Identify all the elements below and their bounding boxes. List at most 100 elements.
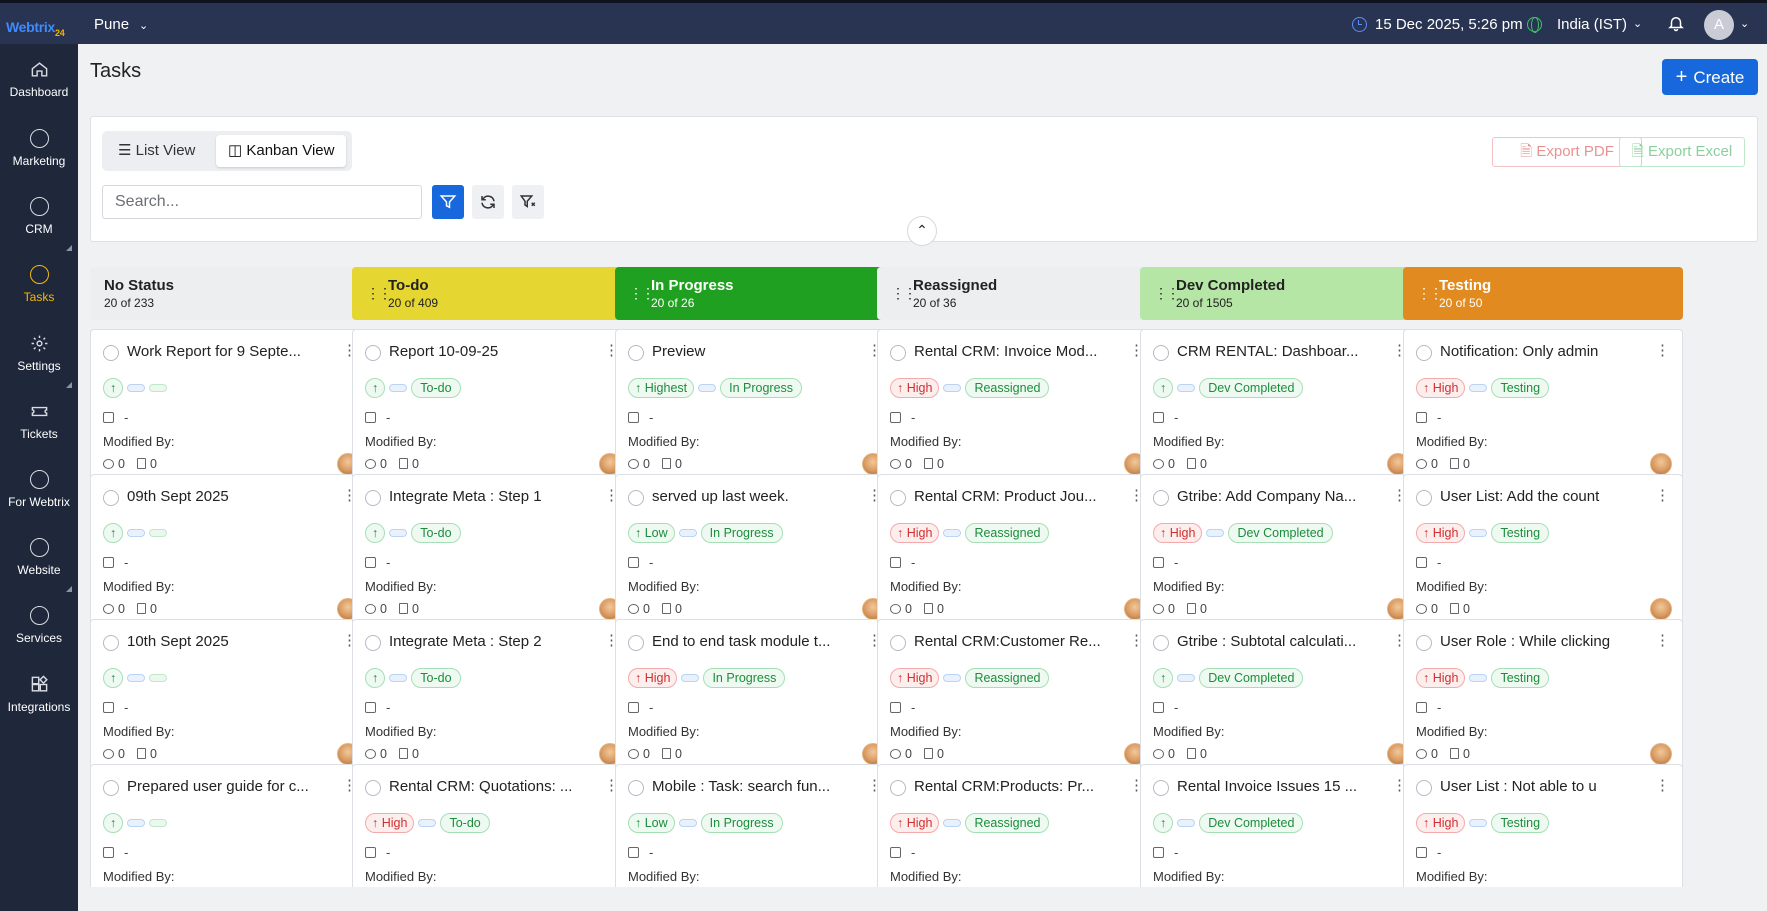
assignee-avatar[interactable] [1650,743,1672,765]
filter-button[interactable] [432,185,464,219]
sidebar-item-for-webtrix[interactable]: For Webtrix [0,470,78,530]
timezone-selector[interactable]: India (IST) [1557,16,1628,33]
task-title[interactable]: Rental CRM: Invoice Mod... [914,343,1098,360]
task-title[interactable]: Preview [652,343,706,360]
assignee-avatar[interactable] [1650,598,1672,620]
column-header[interactable]: ⋮⋮ In Progress 20 of 26 [615,267,895,320]
column-header[interactable]: ⋮⋮ Dev Completed 20 of 1505 [1140,267,1420,320]
task-card[interactable]: Mobile : Task: search fun... ⋮ ↑ Low In Pro… [615,764,895,887]
task-card[interactable]: User List : Not able to u ⋮ ↑ High Testing -… [1403,764,1683,887]
drag-handle-icon[interactable]: ⋮⋮ [891,285,917,301]
task-checkbox[interactable] [890,490,906,506]
task-title[interactable]: 10th Sept 2025 [127,633,229,650]
task-card[interactable]: Work Report for 9 Septe... ⋮ ↑ - Modified By… [90,329,370,484]
task-card[interactable]: Prepared user guide for c... ⋮ ↑ - Modified … [90,764,370,887]
task-title[interactable]: Integrate Meta : Step 1 [389,488,542,505]
task-title[interactable]: served up last week. [652,488,789,505]
sidebar-item-website[interactable]: Website [0,538,78,598]
sidebar-item-dashboard[interactable]: Dashboard [0,60,78,120]
task-card[interactable]: Rental CRM:Customer Re... ⋮ ↑ High Reassign… [877,619,1157,774]
user-avatar[interactable]: A [1704,10,1734,40]
task-card[interactable]: Rental CRM: Product Jou... ⋮ ↑ High Reassig… [877,474,1157,629]
task-card[interactable]: 10th Sept 2025 ⋮ ↑ - Modified By: 0 0 [90,619,370,774]
task-checkbox[interactable] [628,345,644,361]
task-checkbox[interactable] [890,345,906,361]
sidebar-item-services[interactable]: Services [0,606,78,666]
task-title[interactable]: User List : Not able to u [1440,778,1597,795]
sidebar-item-tickets[interactable]: Tickets [0,402,78,462]
task-title[interactable]: Rental CRM:Customer Re... [914,633,1101,650]
task-checkbox[interactable] [103,490,119,506]
task-card[interactable]: Rental CRM: Quotations: ... ⋮ ↑ High To-do -… [352,764,632,887]
task-checkbox[interactable] [365,635,381,651]
search-input[interactable] [102,185,422,219]
create-button[interactable]: + Create [1662,59,1758,95]
refresh-button[interactable] [472,185,504,219]
task-card[interactable]: End to end task module t... ⋮ ↑ High In Pro… [615,619,895,774]
task-card[interactable]: User Role : While clicking ⋮ ↑ High Testing… [1403,619,1683,774]
task-title[interactable]: Rental CRM: Product Jou... [914,488,1097,505]
more-options-icon[interactable]: ⋮ [1655,342,1670,359]
tab-kanban-view[interactable]: ◫ Kanban View [216,135,347,167]
tab-list-view[interactable]: ☰ List View [118,142,196,159]
drag-handle-icon[interactable]: ⋮⋮ [1154,285,1180,301]
clear-filter-button[interactable] [512,185,544,219]
task-card[interactable]: served up last week. ⋮ ↑ Low In Progress - Mo… [615,474,895,629]
task-card[interactable]: Rental Invoice Issues 15 ... ⋮ ↑ Dev Comple… [1140,764,1420,887]
task-checkbox[interactable] [1153,490,1169,506]
chevron-down-icon[interactable]: ⌄ [1633,18,1643,30]
task-card[interactable]: Gtribe : Subtotal calculati... ⋮ ↑ Dev Comp… [1140,619,1420,774]
task-checkbox[interactable] [890,780,906,796]
bell-icon[interactable] [1667,14,1685,37]
task-checkbox[interactable] [1416,780,1432,796]
task-title[interactable]: Rental CRM: Quotations: ... [389,778,573,795]
task-title[interactable]: Rental Invoice Issues 15 ... [1177,778,1358,795]
export-excel-button[interactable]: 🗎 Export Excel [1619,137,1745,167]
task-card[interactable]: CRM RENTAL: Dashboar... ⋮ ↑ Dev Completed - M… [1140,329,1420,484]
task-card[interactable]: Notification: Only admin ⋮ ↑ High Testing - M… [1403,329,1683,484]
column-header[interactable]: ⋮⋮ Testing 20 of 50 [1403,267,1683,320]
task-checkbox[interactable] [628,635,644,651]
task-title[interactable]: Prepared user guide for c... [127,778,309,795]
task-title[interactable]: Gtribe: Add Company Na... [1177,488,1357,505]
sidebar-item-marketing[interactable]: Marketing [0,129,78,189]
more-options-icon[interactable]: ⋮ [1655,777,1670,794]
task-checkbox[interactable] [1153,635,1169,651]
task-card[interactable]: Report 10-09-25 ⋮ ↑ To-do - Modified By: 0 0 [352,329,632,484]
column-header[interactable]: No Status 20 of 233 [90,267,370,320]
drag-handle-icon[interactable]: ⋮⋮ [1417,285,1443,301]
task-card[interactable]: Rental CRM: Invoice Mod... ⋮ ↑ High Reassig… [877,329,1157,484]
task-checkbox[interactable] [1416,490,1432,506]
task-card[interactable]: Preview ⋮ ↑ Highest In Progress - Modified By… [615,329,895,484]
task-checkbox[interactable] [365,490,381,506]
task-checkbox[interactable] [628,490,644,506]
task-checkbox[interactable] [1153,345,1169,361]
task-title[interactable]: End to end task module t... [652,633,831,650]
task-title[interactable]: 09th Sept 2025 [127,488,229,505]
task-title[interactable]: User Role : While clicking [1440,633,1611,650]
task-card[interactable]: Integrate Meta : Step 2 ⋮ ↑ To-do - Modified … [352,619,632,774]
task-checkbox[interactable] [103,345,119,361]
task-title[interactable]: Work Report for 9 Septe... [127,343,301,360]
task-checkbox[interactable] [1416,345,1432,361]
drag-handle-icon[interactable]: ⋮⋮ [629,285,655,301]
task-checkbox[interactable] [1153,780,1169,796]
drag-handle-icon[interactable]: ⋮⋮ [366,285,392,301]
branch-selector[interactable]: Pune ⌄ [94,16,149,33]
task-title[interactable]: Gtribe : Subtotal calculati... [1177,633,1357,650]
task-checkbox[interactable] [890,635,906,651]
task-card[interactable]: 09th Sept 2025 ⋮ ↑ - Modified By: 0 0 [90,474,370,629]
task-checkbox[interactable] [103,780,119,796]
column-header[interactable]: ⋮⋮ To-do 20 of 409 [352,267,632,320]
task-title[interactable]: User List: Add the count [1440,488,1600,505]
task-title[interactable]: CRM RENTAL: Dashboar... [1177,343,1359,360]
task-checkbox[interactable] [365,780,381,796]
task-title[interactable]: Report 10-09-25 [389,343,499,360]
column-header[interactable]: ⋮⋮ Reassigned 20 of 36 [877,267,1157,320]
sidebar-item-integrations[interactable]: Integrations [0,675,78,735]
chevron-down-icon[interactable]: ⌄ [1740,18,1750,30]
more-options-icon[interactable]: ⋮ [1655,487,1670,504]
assignee-avatar[interactable] [1650,453,1672,475]
task-checkbox[interactable] [628,780,644,796]
task-title[interactable]: Notification: Only admin [1440,343,1599,360]
